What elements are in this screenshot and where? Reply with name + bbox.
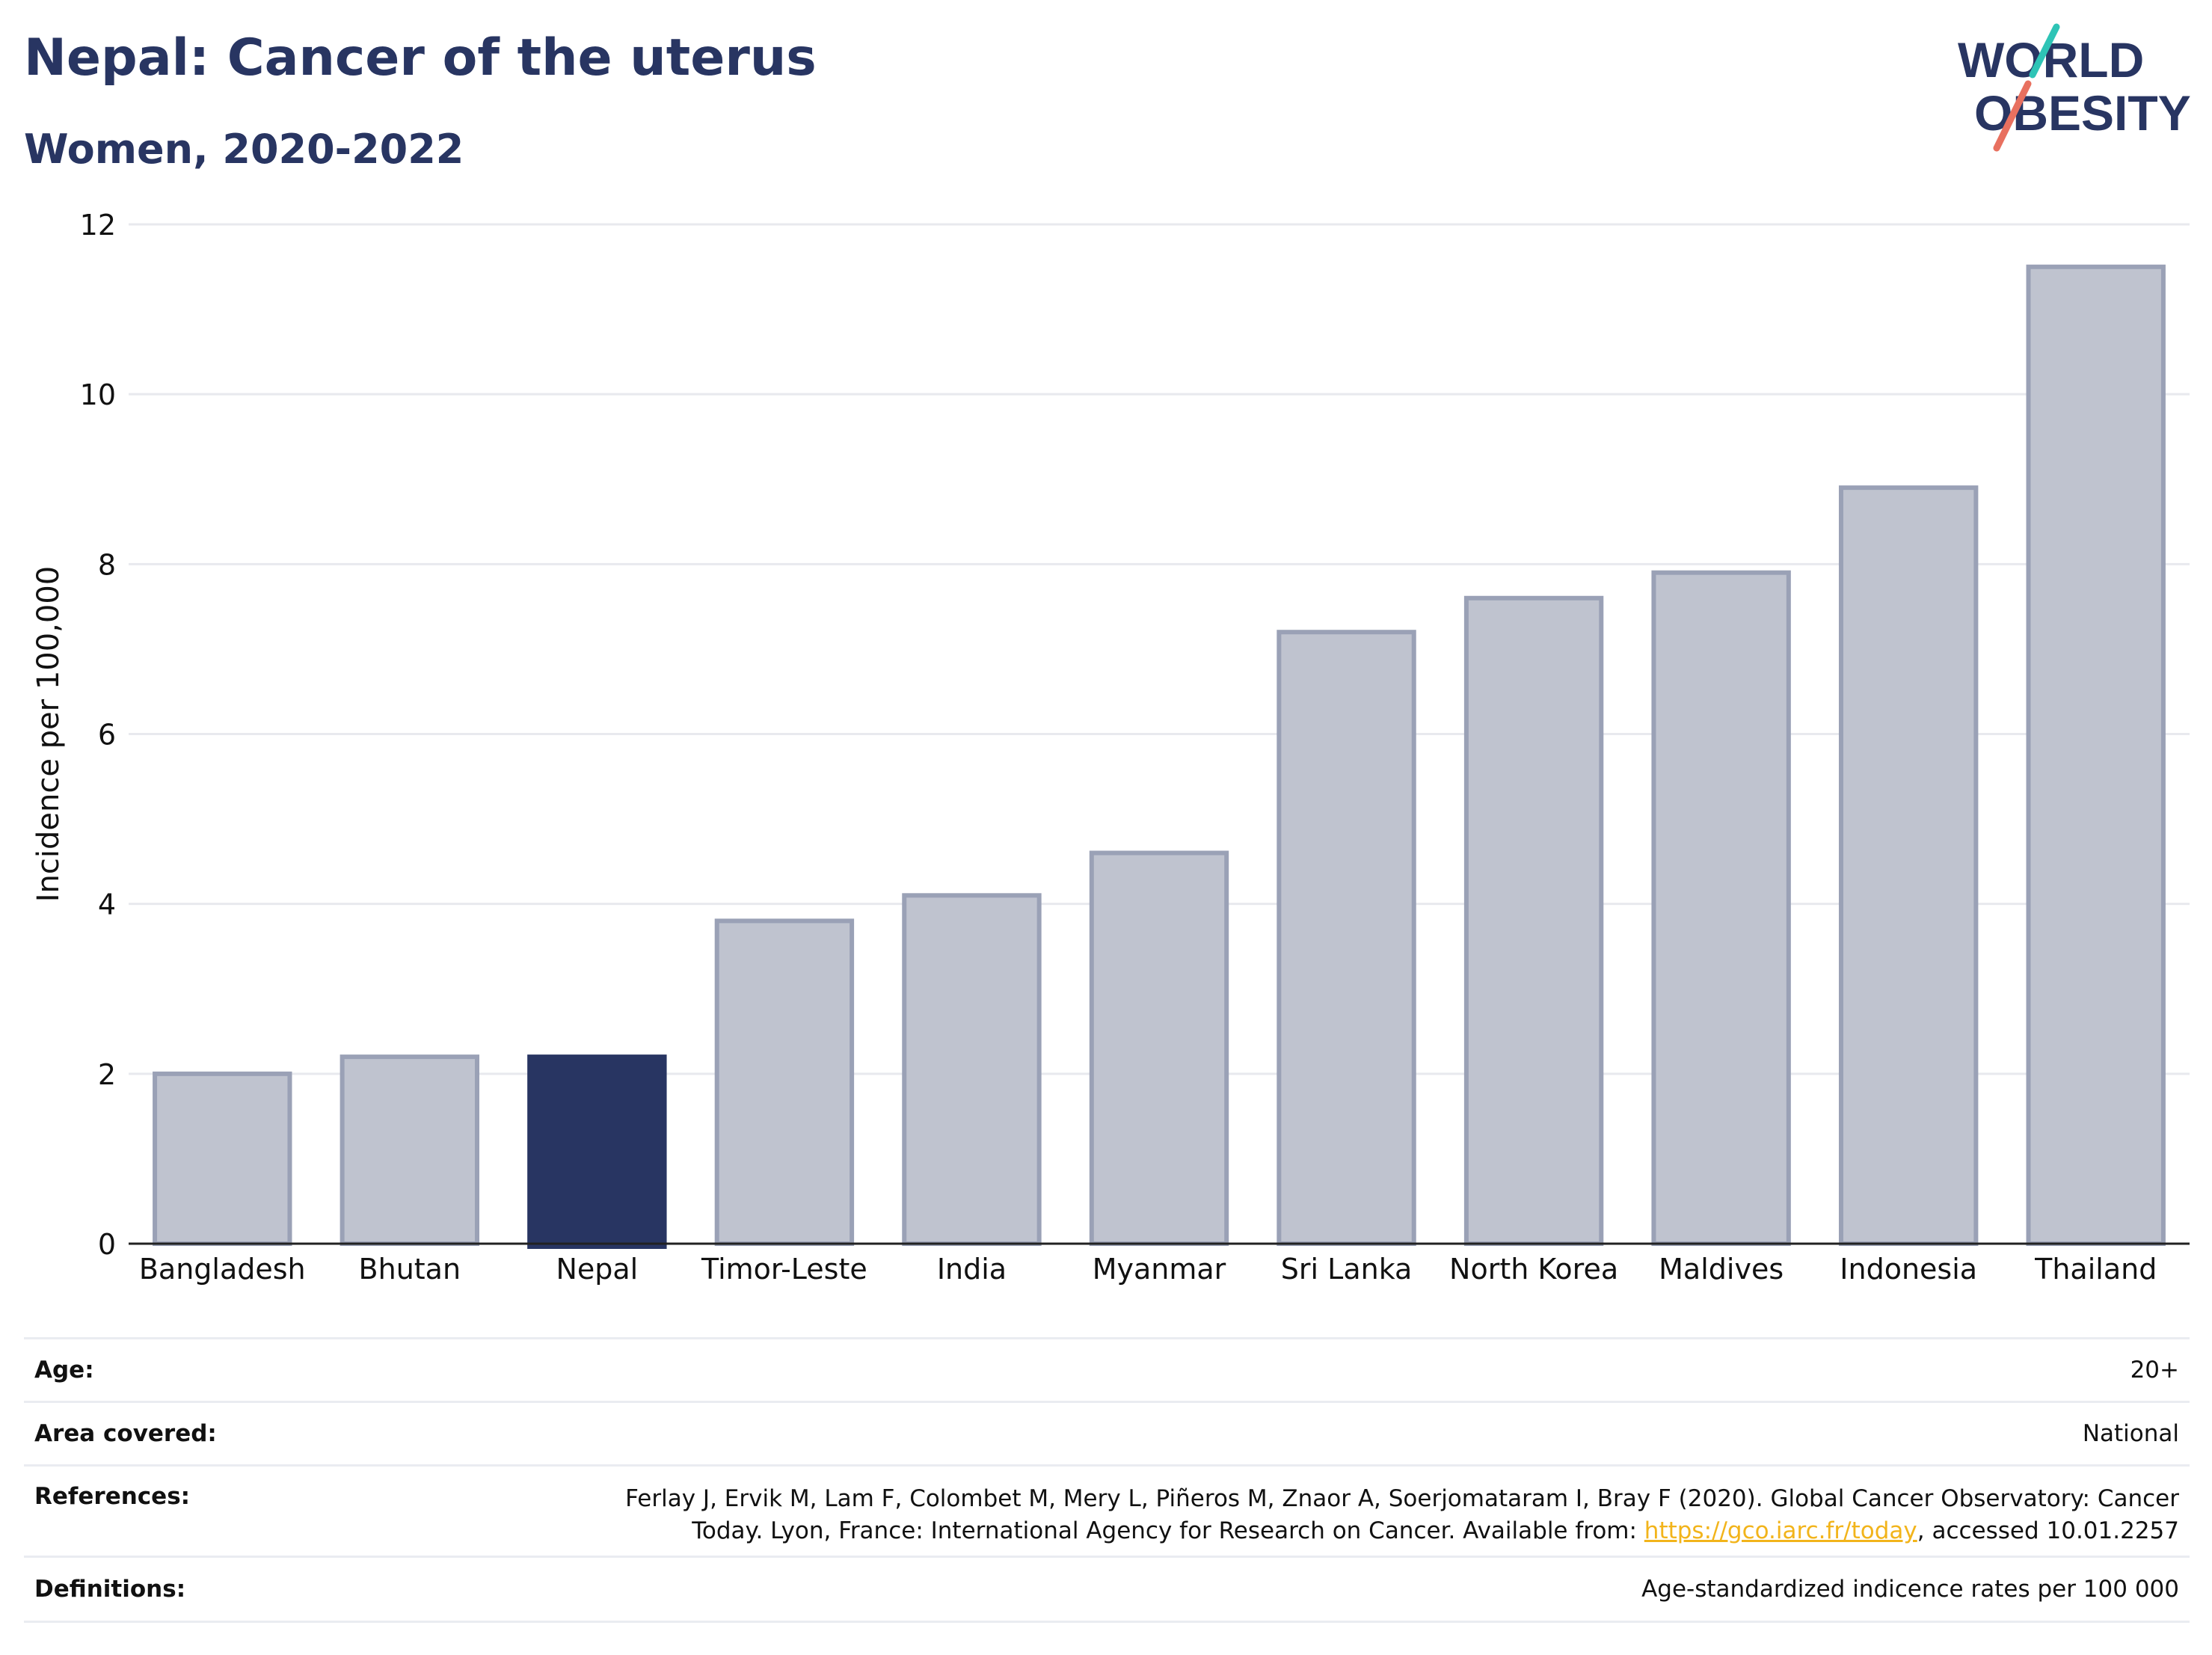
bar-nepal (527, 1054, 667, 1250)
meta-row-area: Area covered: National (24, 1401, 2190, 1464)
x-tick-label: North Korea (1449, 1253, 1618, 1286)
y-axis-label: Incidence per 100,000 (31, 566, 66, 903)
y-tick-label: 0 (98, 1228, 116, 1261)
references-link[interactable]: https://gco.iarc.fr/today (1644, 1517, 1917, 1544)
chart-metadata-table: Age: 20+ Area covered: National Referenc… (24, 1337, 2190, 1623)
bar-maldives (1651, 570, 1791, 1246)
bar-thailand (2026, 264, 2166, 1247)
x-tick-label: India (937, 1253, 1007, 1286)
x-tick-label: Bangladesh (139, 1253, 306, 1286)
logo-slash-teal (2029, 23, 2060, 79)
references-line-2a: Today. Lyon, France: International Agenc… (692, 1517, 1644, 1544)
y-tick-label: 6 (98, 719, 116, 752)
logo-slash-coral (1993, 80, 2032, 152)
x-tick-label: Thailand (2034, 1253, 2157, 1286)
chart-bars (153, 264, 2166, 1250)
bar-sri-lanka (1276, 630, 1416, 1246)
meta-row-definitions: Definitions: Age-standardized indicence … (24, 1556, 2190, 1623)
meta-age-label: Age: (34, 1357, 94, 1384)
bar-myanmar (1089, 850, 1229, 1247)
meta-definitions-label: Definitions: (34, 1576, 186, 1603)
bar-bhutan (340, 1054, 480, 1247)
x-axis-ticks: Bangladesh Bhutan Nepal Timor-Leste India Mya… (139, 1253, 2157, 1286)
x-tick-label: Bhutan (359, 1253, 461, 1286)
y-tick-label: 8 (98, 548, 116, 581)
y-tick-label: 2 (98, 1058, 116, 1091)
references-line-2b: , accessed 10.01.2257 (1917, 1517, 2179, 1544)
page-title: Nepal: Cancer of the uterus (24, 28, 817, 87)
meta-references-label: References: (34, 1483, 191, 1510)
meta-references-text: Ferlay J, Ervik M, Lam F, Colombet M, Me… (625, 1483, 2179, 1547)
meta-row-age: Age: 20+ (24, 1337, 2190, 1401)
y-tick-label: 4 (98, 888, 116, 921)
meta-definitions-value: Age-standardized indicence rates per 100… (1641, 1575, 2179, 1603)
bar-bangladesh (153, 1071, 292, 1247)
bar-india (902, 893, 1042, 1247)
bar-timor-leste (714, 918, 855, 1246)
x-tick-label: Nepal (556, 1253, 638, 1286)
y-axis-ticks: 0 2 4 6 8 10 12 (80, 209, 116, 1261)
y-tick-label: 10 (80, 378, 116, 411)
references-line-1: Ferlay J, Ervik M, Lam F, Colombet M, Me… (625, 1485, 2179, 1512)
y-tick-label: 12 (80, 209, 116, 242)
x-tick-label: Indonesia (1840, 1253, 1977, 1286)
meta-area-value: National (2082, 1419, 2179, 1447)
bar-north-korea (1463, 595, 1604, 1246)
bar-indonesia (1838, 485, 1979, 1246)
x-tick-label: Myanmar (1093, 1253, 1226, 1286)
meta-row-references: References: Ferlay J, Ervik M, Lam F, Co… (24, 1464, 2190, 1556)
x-tick-label: Sri Lanka (1281, 1253, 1413, 1286)
x-tick-label: Timor-Leste (701, 1253, 867, 1286)
world-obesity-logo: WORLD OBESITY (1958, 23, 2191, 152)
x-tick-label: Maldives (1659, 1253, 1784, 1286)
bar-chart: 0 2 4 6 8 10 12 Bangladesh Bhutan Nepal Timor-Les… (31, 209, 2190, 1286)
meta-area-label: Area covered: (34, 1420, 217, 1447)
meta-age-value: 20+ (2130, 1356, 2179, 1384)
page-subtitle: Women, 2020-2022 (24, 126, 464, 173)
